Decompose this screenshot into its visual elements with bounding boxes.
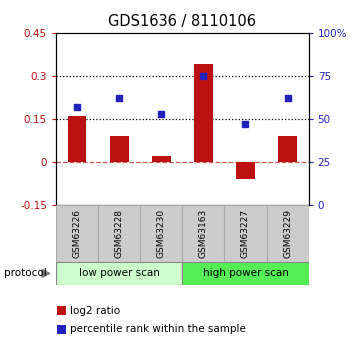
Bar <box>140 205 182 262</box>
Point <box>158 111 164 117</box>
Bar <box>57 306 66 315</box>
Point <box>74 104 80 110</box>
Point <box>285 96 291 101</box>
Text: protocol: protocol <box>4 268 46 278</box>
Bar <box>152 156 171 162</box>
Bar <box>182 205 225 262</box>
Bar <box>225 205 266 262</box>
Bar <box>182 262 309 285</box>
Bar <box>98 205 140 262</box>
Bar <box>266 205 309 262</box>
Text: GSM63229: GSM63229 <box>283 209 292 258</box>
Point <box>243 121 248 127</box>
Text: GSM63228: GSM63228 <box>115 209 123 258</box>
Bar <box>236 162 255 179</box>
Title: GDS1636 / 8110106: GDS1636 / 8110106 <box>108 14 256 29</box>
Bar <box>57 325 66 334</box>
Text: low power scan: low power scan <box>79 268 160 278</box>
Bar <box>278 136 297 162</box>
Text: GSM63163: GSM63163 <box>199 209 208 258</box>
Text: GSM63226: GSM63226 <box>73 209 82 258</box>
Text: GSM63227: GSM63227 <box>241 209 250 258</box>
Point <box>200 73 206 79</box>
Bar <box>56 205 98 262</box>
Text: log2 ratio: log2 ratio <box>70 306 121 315</box>
Text: high power scan: high power scan <box>203 268 288 278</box>
Text: percentile rank within the sample: percentile rank within the sample <box>70 325 246 334</box>
Bar <box>56 262 182 285</box>
Bar <box>68 116 87 162</box>
Bar <box>194 65 213 162</box>
Bar <box>110 136 129 162</box>
Point <box>116 96 122 101</box>
Text: GSM63230: GSM63230 <box>157 209 166 258</box>
